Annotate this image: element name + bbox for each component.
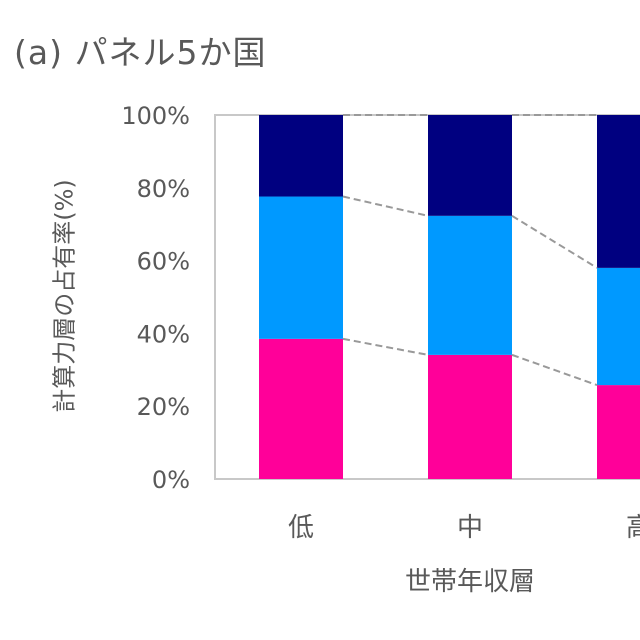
bar-segment (597, 385, 640, 479)
bar-segment (597, 267, 640, 386)
bar-segment (428, 215, 512, 355)
chart-title: (a) パネル5か国 (14, 33, 267, 72)
plot-area (214, 114, 640, 480)
x-axis-label: 世帯年収層 (405, 567, 535, 597)
bar-segment (259, 196, 343, 339)
series-connector-line (342, 195, 429, 217)
bar-segment (428, 354, 512, 479)
y-tick-label: 40% (137, 320, 190, 348)
x-tick-label: 中 (457, 513, 483, 543)
bar-segment (597, 115, 640, 268)
series-connector-line (511, 353, 598, 387)
bar-segment (259, 338, 343, 479)
x-tick-label: 低 (288, 513, 314, 543)
y-tick-label: 80% (137, 175, 190, 203)
y-tick-label: 0% (152, 466, 190, 494)
y-tick-label: 100% (121, 102, 190, 130)
y-tick-label: 60% (137, 248, 190, 276)
y-tick-label: 20% (137, 393, 190, 421)
bar-segment (259, 115, 343, 197)
series-connector-line (511, 214, 598, 269)
x-tick-label: 高 (626, 513, 640, 543)
bar-segment (428, 115, 512, 216)
series-connector-line (342, 337, 429, 356)
